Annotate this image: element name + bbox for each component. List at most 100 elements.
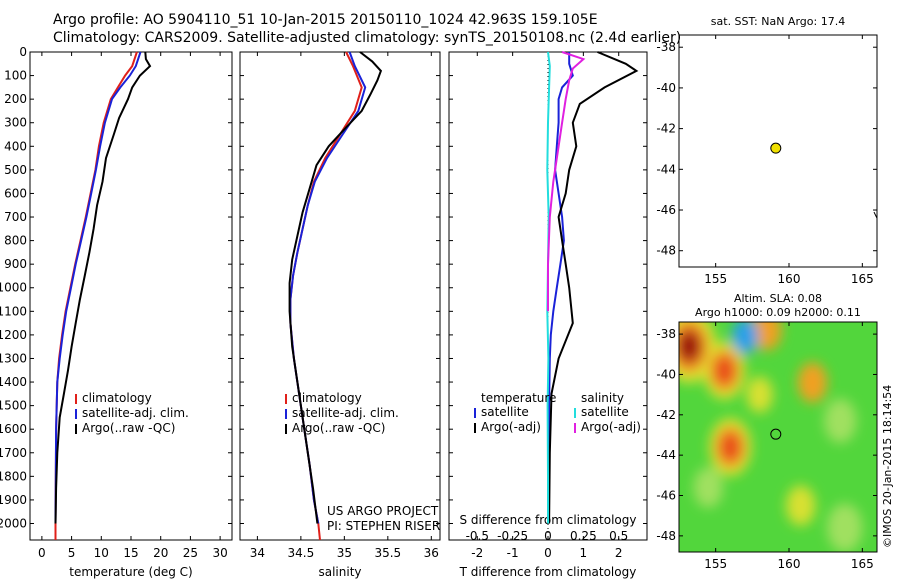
x-tick-label: 34 xyxy=(250,546,265,560)
secondary-tick-label: -0.5 xyxy=(466,529,489,543)
x-tick-label: 10 xyxy=(94,546,109,560)
x-tick-label: 15 xyxy=(123,546,138,560)
x-axis-label: T difference from climatology xyxy=(459,565,637,579)
y-tick-label: 800 xyxy=(4,234,27,248)
plot-frame xyxy=(29,51,233,541)
x-tick-label: 25 xyxy=(183,546,198,560)
y-tick-label: -46 xyxy=(656,203,676,217)
map-title: Altim. SLA: 0.08 xyxy=(734,292,822,305)
y-tick-label: -42 xyxy=(656,408,676,422)
x-tick-label: 20 xyxy=(153,546,168,560)
sst-map: 155 160 165 -38 -40 -42 -44 -46 -48 sat. SST: NaN… xyxy=(656,15,878,286)
y-tick-label: 900 xyxy=(4,257,27,271)
y-tick-label: 2000 xyxy=(0,516,27,530)
y-tick-label: 200 xyxy=(4,92,27,106)
heatmap-blob xyxy=(721,434,740,460)
panel-temperature: 0 5 10 15 20 25 300100200300400500600700800900… xyxy=(0,45,233,579)
annotation-project: US ARGO PROJECT xyxy=(327,504,439,518)
y-tick-label: 300 xyxy=(4,116,27,130)
argo-position-marker xyxy=(770,428,782,440)
legend-label: Argo(..raw -QC) xyxy=(82,421,175,435)
secondary-tick-label: -0.25 xyxy=(497,529,528,543)
heatmap-blob xyxy=(731,322,759,355)
x-tick-label: 30 xyxy=(212,546,227,560)
heatmap-blob xyxy=(752,322,782,351)
series-temperature-satellite xyxy=(547,52,574,524)
y-tick-label: 1200 xyxy=(0,328,27,342)
argo-position-marker xyxy=(770,142,782,154)
x-tick-label: 2 xyxy=(615,546,623,560)
y-tick-label: -44 xyxy=(656,162,676,176)
legend-label: satellite-adj. clim. xyxy=(292,406,399,420)
series-argo-raw-qc- xyxy=(54,51,152,524)
x-tick-label: -2 xyxy=(471,546,483,560)
x-tick-label: 35 xyxy=(337,546,352,560)
legend-header-temperature: temperature xyxy=(481,391,556,405)
y-tick-label: 500 xyxy=(4,163,27,177)
x-tick-label: 36 xyxy=(424,546,439,560)
y-tick-label: 400 xyxy=(4,139,27,153)
y-tick-label: -38 xyxy=(656,40,676,54)
x-tick-label: 165 xyxy=(851,272,874,286)
series-climatology xyxy=(54,51,138,540)
legend-label: satellite xyxy=(481,405,529,419)
figure-title-line2: Climatology: CARS2009. Satellite-adjuste… xyxy=(53,30,682,46)
heatmap-blob xyxy=(679,330,701,362)
heatmap-blob xyxy=(824,398,857,444)
y-tick-label: 1700 xyxy=(0,446,27,460)
x-tick-label: 35.5 xyxy=(374,546,401,560)
y-tick-label: 100 xyxy=(4,69,27,83)
map-title: sat. SST: NaN Argo: 17.4 xyxy=(711,15,845,28)
y-tick-label: -40 xyxy=(656,81,676,95)
x-tick-label: 160 xyxy=(778,557,801,571)
map-subtitle: Argo h1000: 0.09 h2000: 0.11 xyxy=(695,306,861,319)
series-satellite-adj-clim- xyxy=(54,51,142,524)
x-tick-label: -1 xyxy=(507,546,519,560)
heatmap-blob xyxy=(715,358,734,383)
y-tick-label: 1100 xyxy=(0,304,27,318)
heatmap-blobs xyxy=(679,322,863,552)
x-tick-label: 0 xyxy=(38,546,46,560)
map-frame xyxy=(678,321,878,553)
annotation-pi: PI: STEPHEN RISER xyxy=(327,519,440,533)
legend-label: satellite xyxy=(581,405,629,419)
y-tick-label: -42 xyxy=(656,122,676,136)
legend-label: climatology xyxy=(292,391,362,405)
y-tick-label: -38 xyxy=(656,327,676,341)
legend-header-salinity: salinity xyxy=(581,391,624,405)
heatmap-blob xyxy=(827,503,863,552)
y-tick-label: 1500 xyxy=(0,399,27,413)
y-tick-label: 1400 xyxy=(0,375,27,389)
y-tick-label: 1000 xyxy=(0,281,27,295)
y-tick-label: -44 xyxy=(656,448,676,462)
secondary-tick-label: 0.25 xyxy=(570,529,597,543)
x-tick-label: 160 xyxy=(778,272,801,286)
sla-map: 155 160 165 -38 -40 -42 -44 -46 -48 Altim. SLA: 0… xyxy=(656,292,878,571)
y-tick-label: 1600 xyxy=(0,422,27,436)
x-axis-label: temperature (deg C) xyxy=(69,565,192,579)
x-tick-label: 165 xyxy=(851,557,874,571)
y-tick-label: -40 xyxy=(656,367,676,381)
x-tick-label: 0 xyxy=(544,546,552,560)
imos-stamp: ©IMOS 20-Jan-2015 18:14:54 xyxy=(881,385,894,548)
x-tick-label: 155 xyxy=(704,557,727,571)
plot-frame xyxy=(239,51,441,541)
heatmap-blob xyxy=(797,362,828,403)
panel-salinity: 34 34.5 35 35.5 36 salinity climatologysatelli… xyxy=(239,51,441,579)
figure-title-line1: Argo profile: AO 5904110_51 10-Jan-2015 … xyxy=(53,12,598,28)
x-tick-label: 5 xyxy=(68,546,76,560)
legend-label: Argo(-adj) xyxy=(581,420,641,434)
y-tick-label: -46 xyxy=(656,489,676,503)
secondary-tick-label: 0 xyxy=(544,529,552,543)
x-tick-label: 34.5 xyxy=(288,546,315,560)
map-frame xyxy=(678,34,878,268)
y-tick-label: 1300 xyxy=(0,351,27,365)
heatmap-blob xyxy=(786,485,816,526)
legend-label: Argo(..raw -QC) xyxy=(292,421,385,435)
y-tick-label: -48 xyxy=(656,529,676,543)
legend-label: climatology xyxy=(82,391,152,405)
legend-label: satellite-adj. clim. xyxy=(82,406,189,420)
y-tick-label: 1800 xyxy=(0,469,27,483)
series-satellite-adj-clim- xyxy=(289,51,367,524)
